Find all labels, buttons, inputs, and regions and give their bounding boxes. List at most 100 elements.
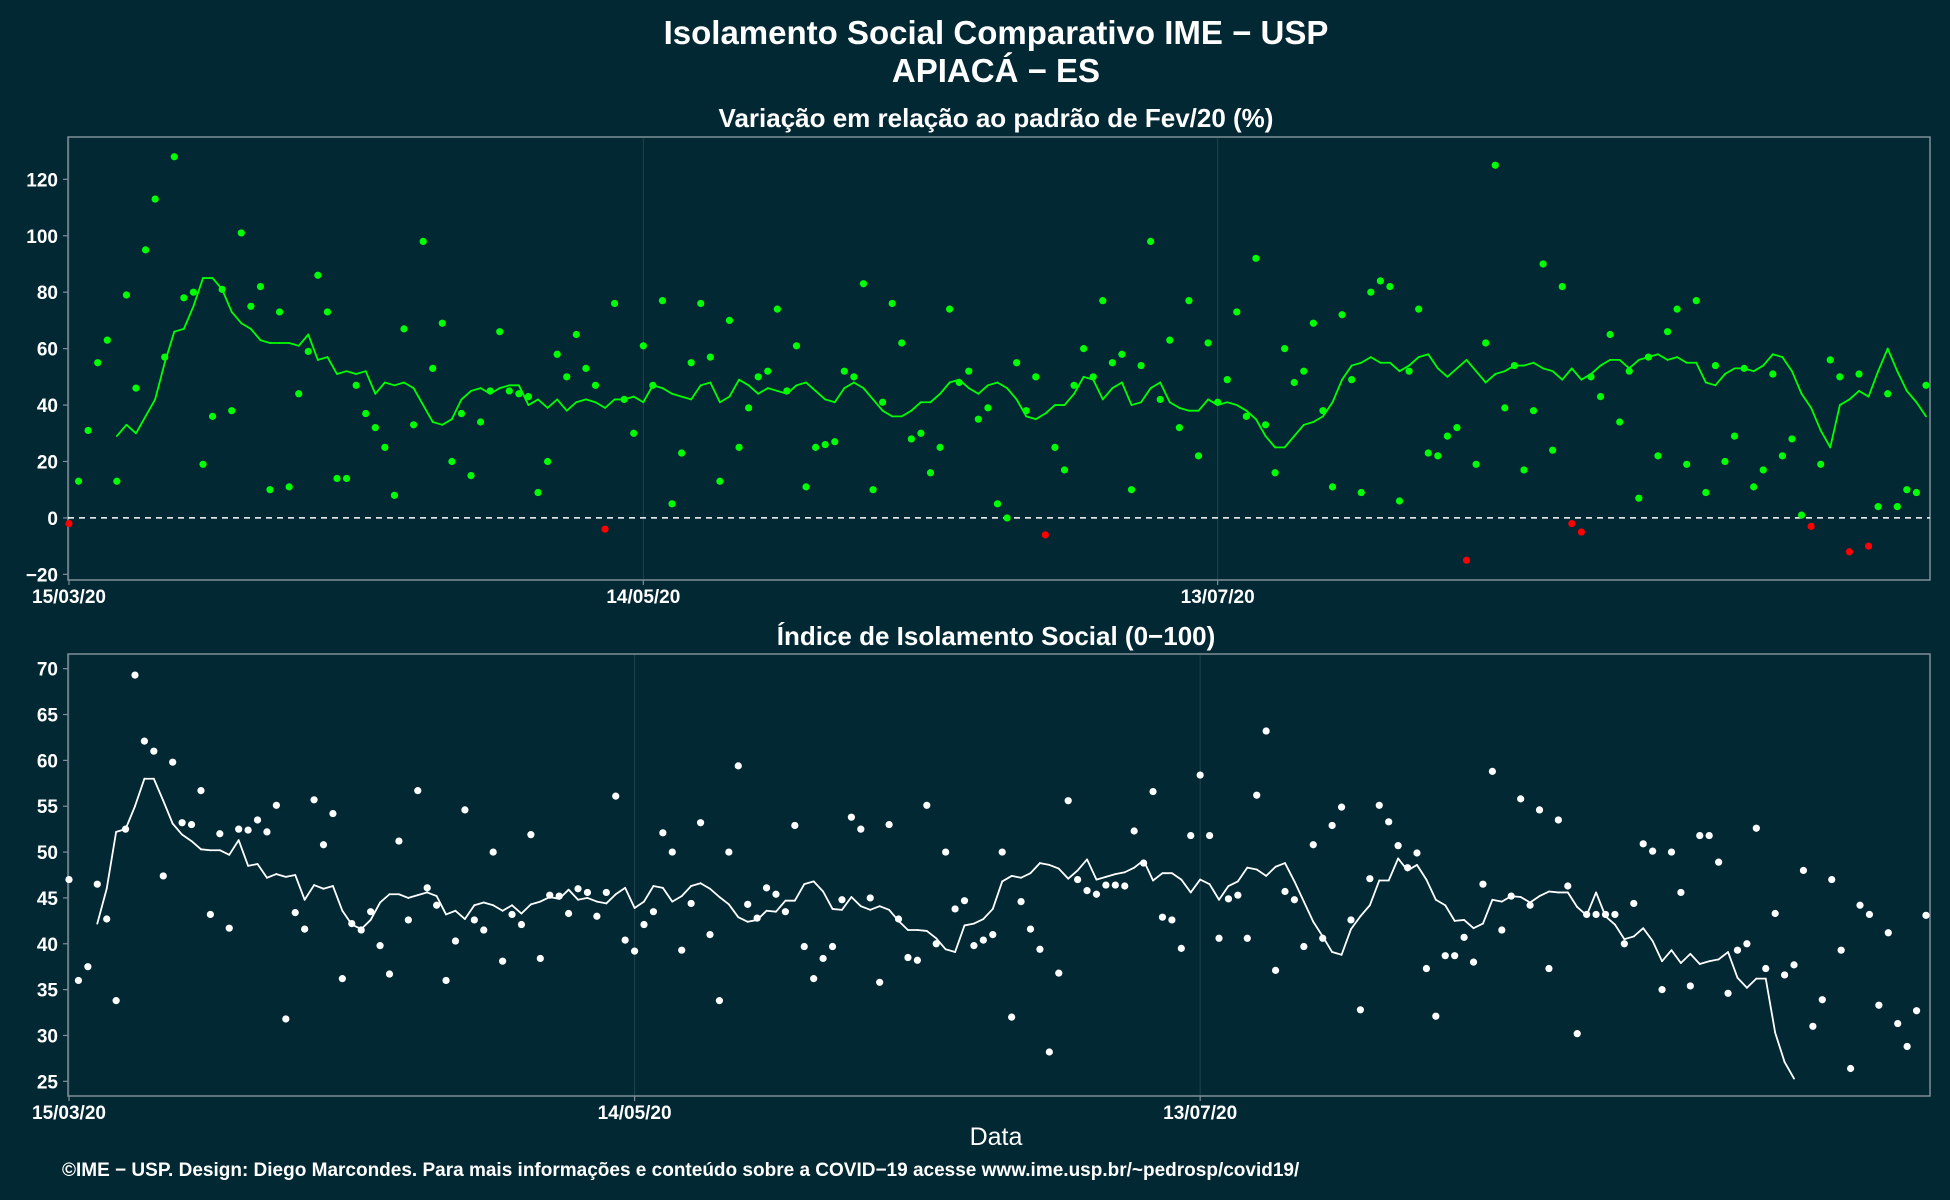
moving-average-segment	[1896, 370, 1908, 392]
moving-average-segment	[1727, 951, 1739, 979]
data-point	[1366, 875, 1374, 883]
moving-average-segment	[1848, 390, 1860, 401]
moving-average-segment	[977, 384, 989, 395]
panel-2-title: Índice de Isolamento Social (0−100)	[777, 621, 1216, 651]
moving-average-segment	[793, 883, 806, 902]
data-point	[869, 486, 877, 494]
data-point	[564, 909, 573, 918]
data-point	[696, 819, 705, 827]
data-point	[1080, 345, 1088, 353]
moving-average-segment	[171, 822, 184, 836]
moving-average-segment	[1724, 367, 1736, 375]
moving-average-segment	[1010, 875, 1022, 879]
data-point	[601, 525, 609, 533]
data-point	[1884, 390, 1892, 398]
moving-average-segment	[900, 409, 913, 418]
x-axis-title: Data	[970, 1123, 1023, 1151]
data-point	[338, 975, 346, 983]
data-point	[1462, 556, 1471, 564]
moving-average-segment	[633, 900, 645, 909]
moving-average-segment	[445, 909, 457, 916]
data-point	[314, 271, 322, 279]
data-point	[141, 246, 150, 254]
data-point	[244, 826, 252, 834]
moving-average-segment	[441, 418, 453, 426]
data-point	[1501, 404, 1509, 412]
moving-average-segment	[1519, 896, 1531, 904]
x-tick-label: 13/07/20	[1181, 587, 1255, 608]
data-point	[942, 848, 950, 856]
moving-average-segment	[426, 891, 438, 897]
moving-average-segment	[1551, 370, 1564, 381]
data-point	[716, 477, 724, 485]
moving-average-segment	[878, 905, 890, 911]
data-point	[352, 381, 360, 389]
moving-average-segment	[460, 390, 472, 401]
data-point	[1070, 381, 1078, 389]
moving-average-segment	[1651, 940, 1663, 963]
moving-average-segment	[1170, 872, 1183, 881]
moving-average-segment	[643, 885, 655, 903]
x-tick-label: 14/05/20	[598, 1103, 672, 1124]
moving-average-segment	[824, 398, 836, 404]
moving-average-segment	[1774, 1031, 1786, 1063]
moving-average-segment	[910, 401, 922, 412]
moving-average-segment	[1427, 353, 1439, 370]
data-point	[1205, 831, 1214, 840]
data-point	[1649, 847, 1657, 855]
data-point	[563, 373, 571, 381]
data-point	[189, 288, 198, 296]
moving-average-segment	[307, 333, 319, 361]
data-point	[310, 796, 318, 804]
moving-average-segment	[1417, 353, 1430, 358]
moving-average-segment	[221, 288, 233, 313]
moving-average-segment	[470, 387, 482, 392]
y-tick-label: 35	[37, 981, 59, 1002]
data-point	[1111, 881, 1119, 889]
data-point	[121, 825, 130, 833]
moving-average-segment	[1446, 367, 1458, 378]
data-point	[1491, 161, 1499, 169]
data-point	[1089, 373, 1097, 381]
data-point	[792, 342, 801, 350]
data-point	[904, 953, 912, 962]
moving-average-segment	[1689, 952, 1701, 965]
moving-average-segment	[1618, 359, 1631, 370]
moving-average-segment	[841, 896, 853, 911]
y-tick-label: 60	[37, 751, 58, 772]
data-point	[263, 828, 271, 836]
data-point	[974, 415, 982, 423]
data-point	[1413, 849, 1421, 857]
data-point	[1721, 457, 1729, 466]
data-point	[984, 404, 992, 412]
data-point	[1826, 356, 1834, 364]
data-point	[275, 308, 284, 316]
moving-average-segment	[1614, 923, 1626, 941]
data-point	[256, 282, 265, 291]
moving-average-segment	[1130, 401, 1142, 406]
moving-average-segment	[1140, 387, 1152, 404]
data-point	[1836, 373, 1844, 381]
data-point	[831, 438, 839, 446]
moving-average-segment	[805, 381, 817, 392]
moving-average-segment	[336, 370, 348, 375]
data-point	[639, 342, 647, 350]
y-tick-label: 25	[37, 1072, 59, 1093]
moving-average-segment	[1529, 895, 1541, 904]
data-point	[419, 237, 427, 246]
data-point	[1644, 353, 1653, 361]
data-point	[1596, 392, 1605, 401]
data-point	[715, 997, 724, 1005]
moving-average-segment	[996, 381, 1008, 390]
data-point	[1912, 1007, 1921, 1015]
moving-average-segment	[1302, 900, 1315, 923]
data-point	[362, 409, 370, 418]
moving-average-segment	[1494, 370, 1506, 375]
data-point	[907, 435, 915, 443]
moving-average-segment	[259, 339, 271, 344]
moving-average-segment	[1265, 865, 1277, 877]
moving-average-segment	[1293, 423, 1305, 437]
moving-average-segment	[982, 908, 994, 920]
data-point	[706, 353, 714, 361]
